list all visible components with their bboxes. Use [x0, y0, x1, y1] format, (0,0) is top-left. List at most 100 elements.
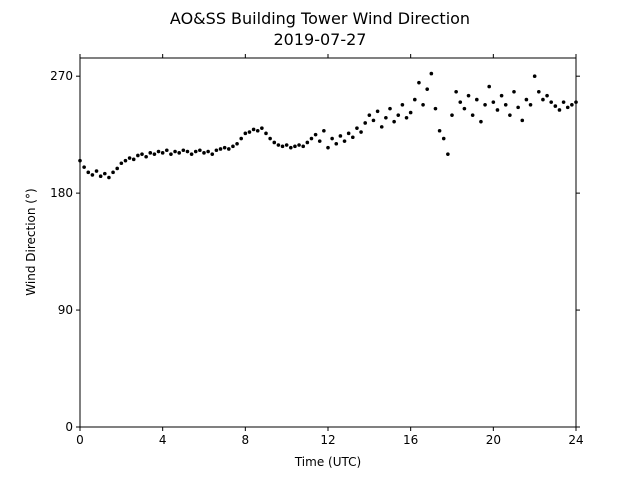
data-point: [280, 144, 285, 149]
y-axis-label: Wind Direction (°): [24, 188, 38, 295]
x-tick-label: 20: [486, 433, 501, 447]
data-point: [239, 136, 243, 141]
data-point: [334, 141, 339, 146]
data-point: [388, 106, 392, 111]
y-tick-label: 90: [58, 303, 73, 317]
data-point: [317, 139, 322, 143]
data-point: [421, 102, 425, 107]
data-point: [458, 100, 463, 104]
data-point: [309, 136, 314, 141]
chart-subtitle: 2019-07-27: [274, 30, 367, 49]
data-point: [260, 126, 264, 130]
data-point: [396, 113, 401, 117]
data-point: [392, 119, 396, 124]
data-point: [276, 143, 281, 147]
data-point: [351, 135, 355, 140]
data-point: [413, 97, 417, 102]
data-point: [470, 113, 475, 117]
data-point: [218, 147, 223, 151]
data-point: [235, 141, 239, 146]
data-point: [136, 153, 140, 158]
data-point: [189, 152, 194, 156]
data-point: [127, 156, 132, 160]
data-point: [152, 152, 157, 156]
data-point: [338, 134, 343, 138]
data-point: [363, 121, 368, 125]
data-point: [342, 139, 347, 143]
data-point: [177, 151, 181, 155]
data-point: [483, 102, 487, 107]
data-point: [160, 151, 165, 155]
data-point: [322, 128, 326, 133]
data-point: [429, 71, 434, 76]
data-point: [140, 152, 144, 156]
data-point: [379, 125, 384, 129]
data-point: [169, 152, 173, 156]
data-point: [375, 109, 380, 114]
data-point: [491, 100, 496, 104]
data-point: [181, 148, 186, 153]
data-point: [524, 97, 529, 102]
data-point: [165, 148, 169, 153]
data-point: [450, 113, 454, 117]
data-point: [532, 74, 537, 78]
data-point: [400, 102, 405, 107]
data-point: [115, 166, 119, 171]
data-point: [330, 136, 334, 141]
data-point: [111, 170, 115, 175]
data-point: [243, 131, 248, 136]
data-point: [264, 131, 268, 136]
chart-title: AO&SS Building Tower Wind Direction: [170, 9, 470, 28]
data-point: [367, 113, 372, 117]
data-point: [404, 115, 409, 120]
data-point: [549, 100, 553, 104]
data-point: [144, 154, 148, 159]
data-point: [297, 143, 301, 147]
data-point: [495, 108, 500, 112]
data-point: [214, 148, 219, 153]
data-point: [103, 171, 107, 176]
data-point: [202, 151, 206, 155]
x-tick-label: 0: [76, 433, 84, 447]
x-axis-label: Time (UTC): [294, 455, 361, 469]
plot-area: [78, 71, 578, 180]
data-point: [98, 174, 103, 179]
x-tick-label: 4: [159, 433, 167, 447]
data-point: [185, 149, 190, 154]
data-point: [251, 127, 256, 132]
data-point: [537, 89, 541, 94]
data-point: [272, 140, 277, 145]
data-point: [313, 132, 318, 137]
data-point: [359, 130, 363, 134]
data-point: [512, 89, 516, 94]
data-point: [557, 108, 562, 112]
data-point: [346, 131, 351, 136]
data-point: [553, 104, 558, 108]
data-point: [475, 97, 479, 102]
data-point: [541, 97, 545, 102]
data-point: [107, 175, 111, 180]
data-point: [82, 165, 86, 169]
x-tick-label: 16: [403, 433, 418, 447]
data-point: [293, 144, 297, 149]
data-point: [198, 148, 202, 153]
data-point: [94, 169, 99, 173]
data-point: [355, 126, 359, 130]
data-point: [222, 145, 227, 150]
y-tick-label: 180: [50, 186, 73, 200]
data-point: [131, 157, 136, 162]
data-point: [425, 87, 430, 91]
data-point: [433, 106, 438, 111]
data-point: [231, 144, 235, 149]
data-point: [301, 144, 306, 149]
data-point: [326, 145, 330, 150]
data-point: [119, 161, 124, 166]
data-point: [255, 128, 260, 133]
data-point: [371, 118, 376, 123]
data-point: [206, 149, 210, 154]
data-point: [516, 105, 520, 110]
data-point: [487, 84, 492, 89]
y-tick-label: 270: [50, 69, 73, 83]
